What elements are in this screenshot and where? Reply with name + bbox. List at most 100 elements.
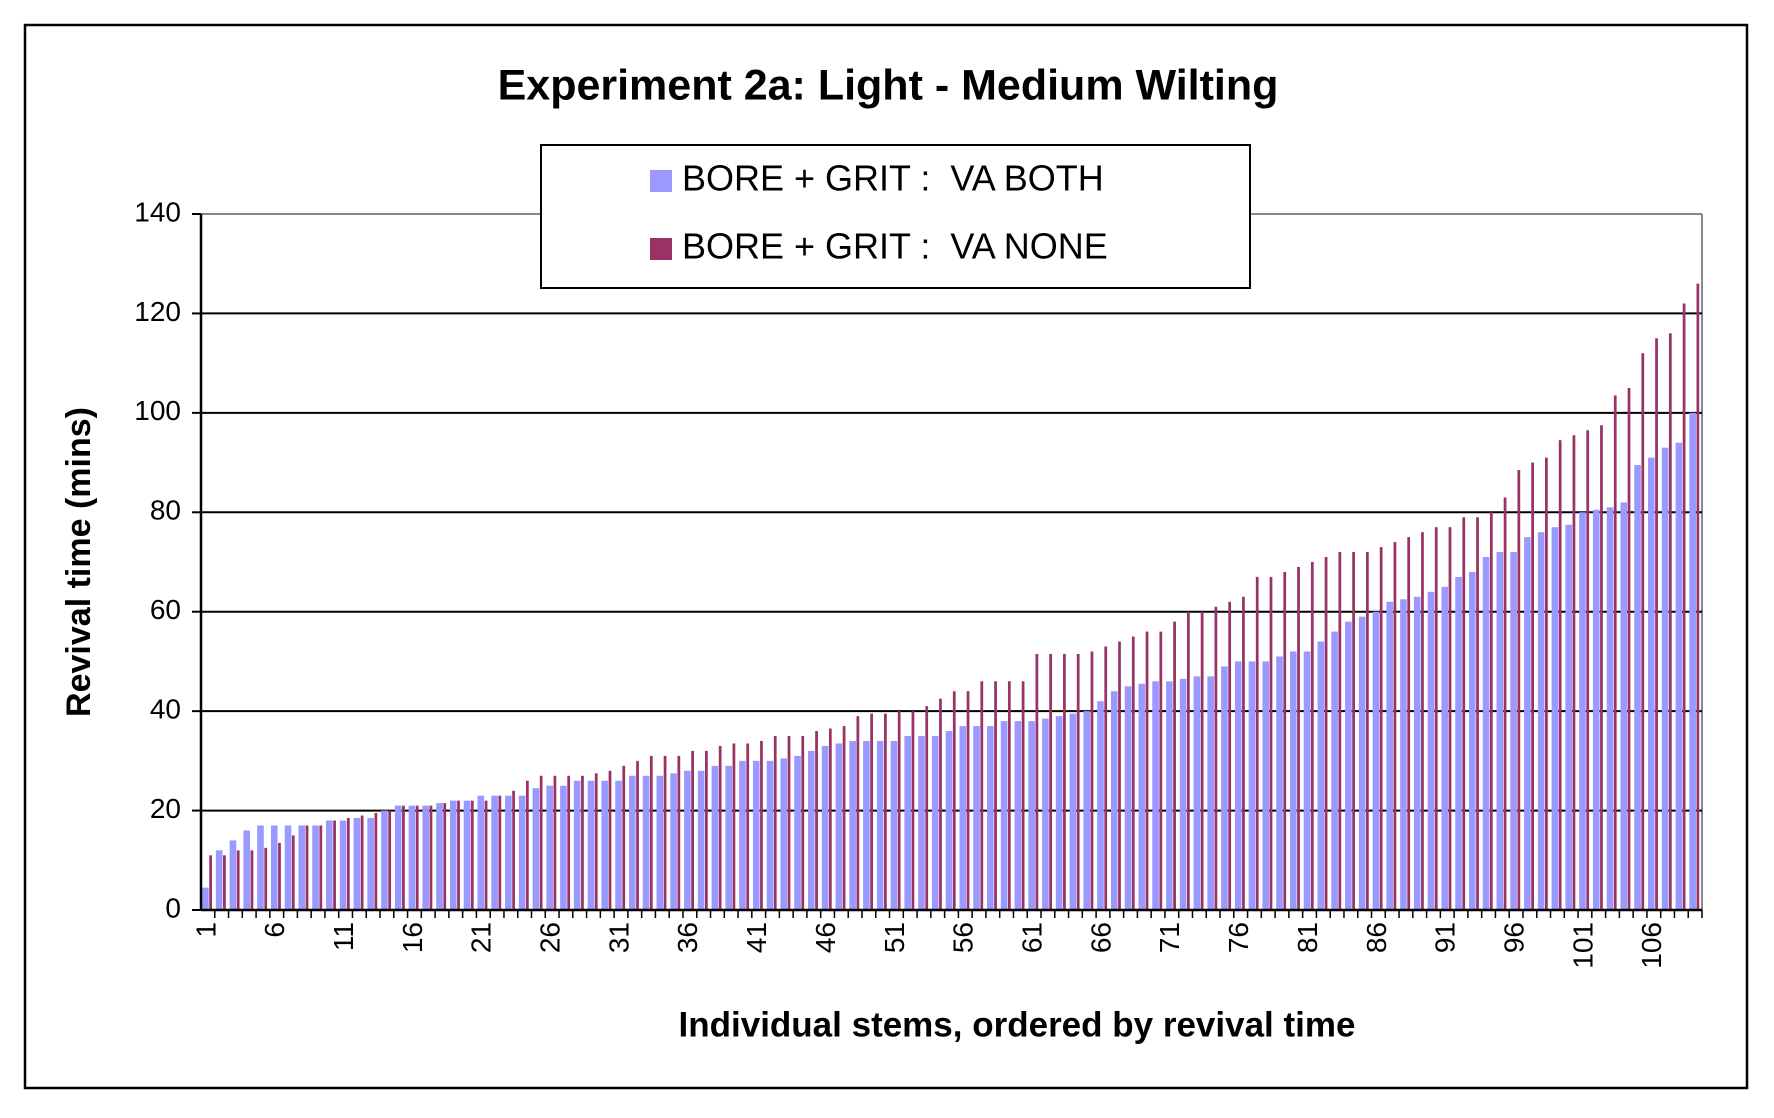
bar: [333, 820, 336, 910]
bar: [1310, 562, 1314, 910]
bar: [422, 805, 430, 910]
x-tick-label: 11: [328, 922, 359, 951]
bar: [622, 765, 626, 910]
bar: [966, 691, 970, 910]
bar: [1331, 631, 1338, 910]
bar: [1531, 462, 1534, 910]
bar: [842, 726, 846, 910]
bar: [1489, 512, 1493, 910]
bar: [1393, 542, 1397, 910]
bar: [1214, 606, 1218, 910]
bar: [884, 713, 887, 910]
bar: [1297, 566, 1300, 910]
bar: [470, 800, 474, 910]
bar: [1083, 711, 1091, 910]
bar: [663, 755, 667, 910]
x-tick-label: 81: [1292, 922, 1323, 953]
bar: [931, 736, 939, 910]
bar: [326, 820, 333, 910]
bar: [870, 713, 874, 910]
bar: [1565, 524, 1573, 910]
x-tick-label: 6: [259, 922, 290, 938]
bar: [1338, 552, 1342, 910]
bar: [1579, 512, 1586, 910]
bar: [402, 805, 405, 910]
bar: [1524, 537, 1531, 910]
x-tick-label: 76: [1223, 922, 1254, 953]
bar: [636, 760, 639, 910]
bar: [1007, 681, 1011, 910]
bar: [1193, 676, 1201, 910]
bar: [1324, 557, 1328, 910]
bar: [1434, 527, 1438, 910]
x-tick-label: 91: [1430, 922, 1461, 953]
bar: [628, 775, 636, 910]
bar: [1242, 596, 1245, 910]
y-tick-label: 140: [134, 196, 181, 227]
x-tick-label: 21: [466, 922, 497, 953]
bar: [608, 770, 612, 910]
bar: [1675, 442, 1683, 910]
bar: [1421, 532, 1424, 910]
bar: [491, 795, 498, 910]
x-axis-label: Individual stems, ordered by revival tim…: [679, 1005, 1356, 1044]
legend-box: [540, 144, 1251, 289]
bar: [1159, 631, 1163, 910]
bar: [367, 818, 374, 910]
bar: [1545, 457, 1548, 910]
bar: [1042, 718, 1049, 910]
bar: [897, 711, 901, 910]
bar: [1138, 683, 1146, 910]
bar: [705, 750, 708, 910]
x-tick-label: 16: [397, 922, 428, 953]
bar: [1035, 653, 1039, 910]
bar: [1365, 552, 1369, 910]
y-tick-label: 80: [150, 495, 181, 526]
bar: [856, 716, 860, 910]
bar: [1592, 509, 1600, 910]
bar: [215, 850, 223, 910]
x-tick-label: 86: [1361, 922, 1392, 953]
bar: [911, 711, 915, 910]
bar: [1221, 666, 1228, 910]
bar: [1021, 681, 1025, 910]
bar: [257, 825, 264, 910]
bar: [1386, 601, 1393, 910]
bar: [477, 795, 485, 910]
bar: [1620, 502, 1628, 910]
bar: [849, 740, 856, 910]
bar: [1634, 465, 1641, 910]
bar: [615, 780, 622, 910]
bar: [821, 745, 829, 910]
x-tick-label: 61: [1017, 922, 1048, 953]
bar: [429, 805, 433, 910]
bar: [780, 758, 788, 910]
bar: [1668, 333, 1672, 910]
legend-swatch: [650, 238, 672, 260]
bar: [457, 800, 460, 910]
bar: [1255, 576, 1259, 910]
legend-label: BORE + GRIT : VA BOTH: [682, 158, 1104, 199]
bar: [1028, 721, 1035, 910]
bar: [1476, 517, 1479, 910]
bar: [1228, 601, 1232, 910]
bar: [1207, 676, 1214, 910]
bar: [1606, 507, 1614, 910]
bar: [250, 850, 254, 910]
bar: [594, 773, 598, 910]
bar: [573, 780, 581, 910]
bar: [801, 736, 805, 910]
bar: [904, 736, 912, 910]
legend-label: BORE + GRIT : VA NONE: [682, 226, 1108, 267]
bar: [319, 825, 323, 910]
x-tick-label: 41: [741, 922, 772, 953]
bar: [1455, 576, 1462, 910]
bar: [1110, 691, 1118, 910]
bar: [298, 825, 306, 910]
x-tick-label: 96: [1498, 922, 1529, 953]
bar: [1014, 721, 1022, 910]
bar: [939, 698, 942, 910]
bar: [449, 800, 457, 910]
bar: [973, 726, 980, 910]
bar: [525, 780, 529, 910]
